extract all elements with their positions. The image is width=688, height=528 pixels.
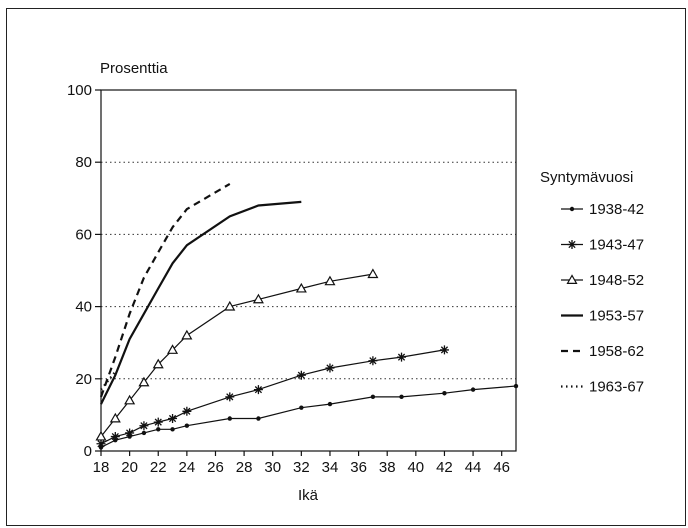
data-point (324, 275, 336, 286)
data-point (397, 352, 407, 362)
x-tick-label: 28 (236, 459, 253, 476)
data-point (367, 268, 379, 279)
legend-label: 1953-57 (589, 308, 644, 325)
data-point (168, 414, 178, 424)
series-1953-57 (100, 200, 302, 405)
x-tick-label: 40 (407, 459, 424, 476)
series-line (100, 349, 445, 445)
data-point (253, 385, 263, 395)
y-tick-label: 0 (84, 443, 92, 460)
data-point (138, 376, 150, 387)
y-axis-label: Prosenttia (100, 60, 168, 77)
legend-label: 1938-42 (589, 201, 644, 218)
chart-frame (6, 8, 686, 526)
legend-label: 1963-67 (589, 379, 644, 396)
data-point (124, 394, 136, 405)
y-tick-label: 20 (75, 371, 92, 388)
x-axis: 18 20 22 24 26 28 30 32 34 36 38 40 42 44 46 (93, 451, 510, 476)
data-point (125, 428, 135, 438)
data-point (156, 427, 161, 432)
x-tick-label: 44 (465, 459, 482, 476)
data-point (225, 392, 235, 402)
data-point (368, 356, 378, 366)
x-tick-label: 32 (293, 459, 310, 476)
x-axis-label: Ikä (298, 487, 319, 504)
x-tick-label: 38 (379, 459, 396, 476)
legend-item-1948-52: 1948-52 (561, 272, 644, 289)
data-point (295, 282, 307, 293)
data-point (139, 421, 149, 431)
legend-label: 1958-62 (589, 343, 644, 360)
data-point (167, 344, 179, 354)
series-line (100, 385, 517, 448)
x-tick-label: 20 (121, 459, 138, 476)
data-point (566, 274, 578, 284)
data-point (252, 293, 264, 304)
data-point (152, 358, 164, 369)
data-point (182, 406, 192, 416)
legend-item-1958-62: 1958-62 (561, 343, 644, 360)
x-tick-label: 26 (207, 459, 224, 476)
series-line (99, 182, 231, 398)
data-point (153, 417, 163, 427)
x-tick-label: 18 (93, 459, 110, 476)
series-1948-52 (95, 268, 379, 441)
series-1943-47 (96, 345, 449, 449)
data-point (439, 345, 449, 355)
legend-item-1953-57: 1953-57 (561, 308, 644, 325)
data-point (181, 329, 193, 340)
x-tick-label: 22 (150, 459, 167, 476)
series-group (95, 182, 519, 450)
data-point (227, 416, 232, 421)
data-point (569, 206, 575, 212)
y-tick-label: 40 (75, 299, 92, 316)
data-point (513, 383, 519, 389)
series-1958-62 (99, 182, 231, 398)
data-point (370, 394, 376, 400)
series-line (100, 200, 302, 405)
x-tick-label: 42 (436, 459, 453, 476)
data-point (184, 423, 190, 428)
legend-item-1963-67: 1963-67 (561, 379, 644, 396)
data-point (567, 240, 577, 249)
data-point (442, 391, 447, 396)
data-point (96, 439, 106, 449)
data-point (256, 416, 261, 421)
data-point (327, 401, 333, 407)
x-tick-label: 24 (179, 459, 196, 476)
data-point (95, 430, 107, 441)
data-point (141, 430, 147, 436)
y-tick-label: 80 (75, 154, 92, 171)
legend-item-1938-42: 1938-42 (561, 201, 644, 218)
y-tick-label: 100 (67, 82, 92, 99)
series-line (100, 273, 373, 437)
data-point (110, 432, 120, 442)
series-1963-67 (100, 370, 117, 391)
data-point (299, 405, 304, 410)
x-tick-label: 30 (264, 459, 281, 476)
legend-label: 1943-47 (589, 237, 644, 254)
data-point (470, 387, 476, 392)
gridlines (101, 161, 516, 380)
series-line (100, 370, 117, 391)
x-tick-label: 36 (350, 459, 367, 476)
legend-label: 1948-52 (589, 272, 644, 289)
legend: 1938-42 1943-47 1948-52 1953-57 1958-62 1963-… (561, 201, 644, 396)
series-1938-42 (98, 383, 519, 450)
data-point (296, 370, 306, 380)
data-point (399, 394, 404, 400)
x-tick-label: 34 (322, 459, 339, 476)
data-point (325, 363, 335, 373)
legend-item-1943-47: 1943-47 (561, 237, 644, 254)
plot-area (100, 89, 517, 452)
x-tick-label: 46 (493, 459, 510, 476)
data-point (224, 300, 236, 311)
legend-title: Syntymävuosi (540, 169, 633, 186)
data-point (170, 427, 175, 432)
y-tick-label: 60 (75, 226, 92, 243)
data-point (109, 412, 121, 423)
y-axis: 0 20 40 60 80 100 (67, 82, 101, 460)
